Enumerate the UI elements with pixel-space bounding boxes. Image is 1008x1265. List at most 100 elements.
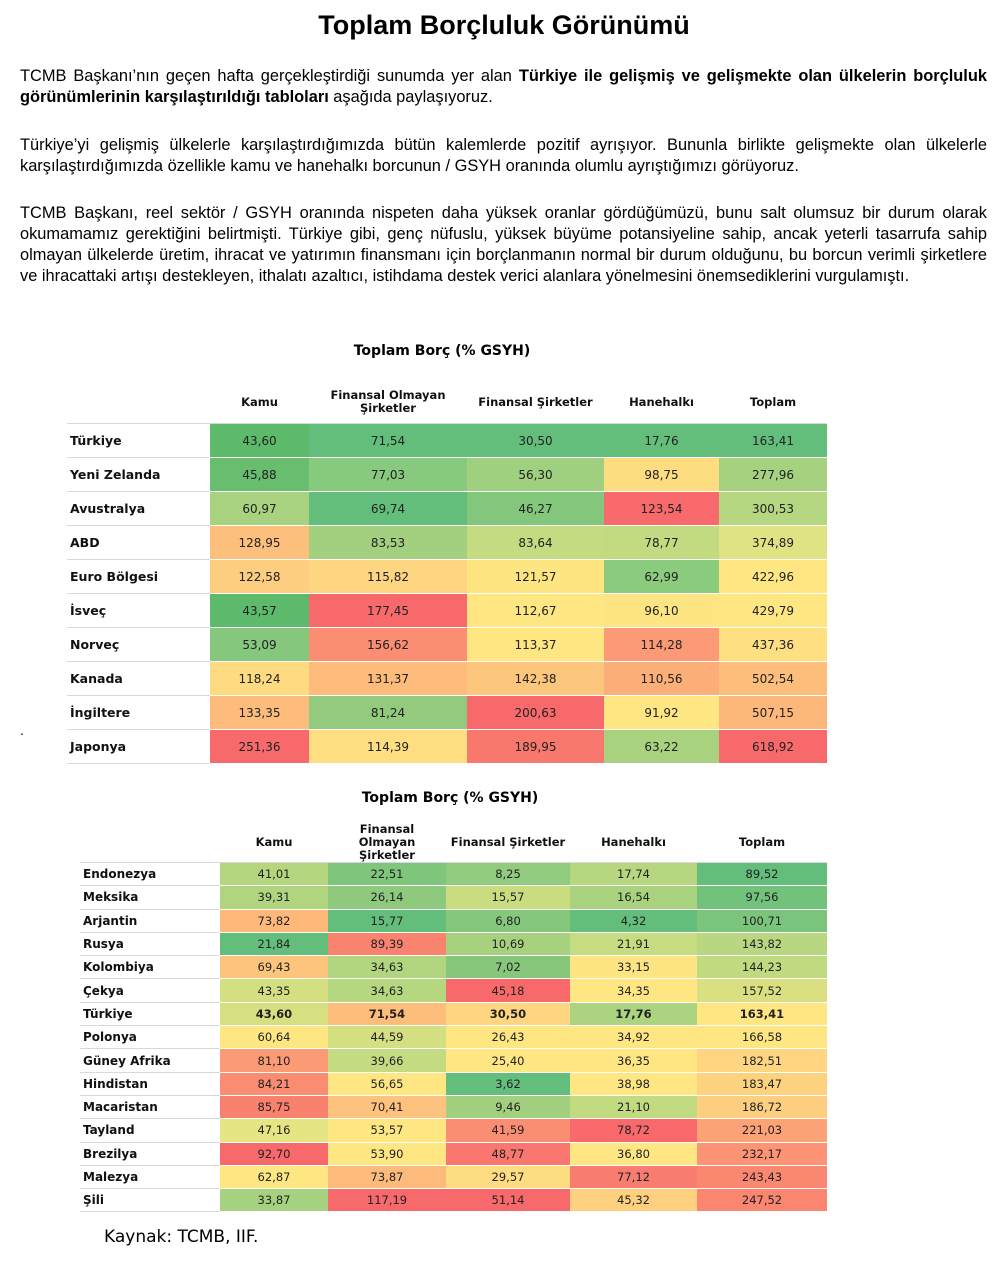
table-row: Yeni Zelanda 45,88 77,03 56,30 98,75 277,96 [67,457,827,492]
emerging-countries-debt-table: Kamu Finansal Olmayan Şirketler Finansal Ş… [80,823,827,1213]
country-name: İsveç [67,593,210,628]
debt-value-cell: 81,24 [309,695,467,730]
debt-value-cell: 43,60 [210,423,309,458]
debt-value-cell: 251,36 [210,729,309,764]
table1-header-3: Finansal Şirketler [467,381,604,424]
table-row: Avustralya 60,97 69,74 46,27 123,54 300,53 [67,491,827,526]
debt-value-cell: 186,72 [697,1095,827,1120]
debt-value-cell: 143,82 [697,932,827,957]
table1-header-2: Finansal Olmayan Şirketler [309,381,467,424]
table-row: Polonya 60,64 44,59 26,43 34,92 166,58 [80,1025,827,1050]
country-name: Çekya [80,978,220,1003]
debt-value-cell: 45,88 [210,457,309,492]
intro-paragraph: TCMB Başkanı’nın geçen hafta gerçekleşti… [20,66,987,108]
debt-value-cell: 112,67 [467,593,604,628]
debt-value-cell: 69,43 [220,955,328,980]
debt-value-cell: 618,92 [719,729,827,764]
table-row: İsveç 43,57 177,45 112,67 96,10 429,79 [67,593,827,628]
debt-value-cell: 34,35 [570,978,697,1003]
debt-value-cell: 10,69 [446,932,570,957]
debt-value-cell: 243,43 [697,1165,827,1190]
table1-header-4: Hanehalkı [604,381,719,424]
country-name: Güney Afrika [80,1048,220,1073]
debt-value-cell: 89,39 [328,932,446,957]
country-name: ABD [67,525,210,560]
table-row: Çekya 43,35 34,63 45,18 34,35 157,52 [80,978,827,1003]
debt-value-cell: 43,60 [220,1002,328,1027]
table2-header-3: Finansal Şirketler [446,823,570,863]
debt-value-cell: 69,74 [309,491,467,526]
debt-value-cell: 3,62 [446,1072,570,1096]
table1-title: Toplam Borç (% GSYH) [353,343,531,359]
debt-value-cell: 17,74 [570,862,697,887]
country-name: Hindistan [80,1072,220,1096]
debt-value-cell: 78,77 [604,525,719,560]
table-row: Hindistan 84,21 56,65 3,62 38,98 183,47 [80,1072,827,1096]
debt-value-cell: 114,39 [309,729,467,764]
table-row: Kolombiya 69,43 34,63 7,02 33,15 144,23 [80,955,827,980]
debt-value-cell: 277,96 [719,457,827,492]
table-row: Norveç 53,09 156,62 113,37 114,28 437,36 [67,627,827,662]
debt-value-cell: 144,23 [697,955,827,980]
debt-value-cell: 247,52 [697,1188,827,1213]
debt-value-cell: 47,16 [220,1118,328,1143]
debt-value-cell: 39,31 [220,885,328,910]
country-name: Tayland [80,1118,220,1143]
table1-header-1: Kamu [210,381,309,424]
debt-value-cell: 429,79 [719,593,827,628]
debt-value-cell: 83,53 [309,525,467,560]
debt-value-cell: 300,53 [719,491,827,526]
debt-value-cell: 8,25 [446,862,570,887]
debt-value-cell: 84,21 [220,1072,328,1096]
debt-value-cell: 53,57 [328,1118,446,1143]
debt-value-cell: 17,76 [570,1002,697,1027]
country-name: Türkiye [80,1002,220,1027]
intro-bold-text: Türkiye ile gelişmiş ve gelişmekte olan … [20,67,987,106]
country-name: Arjantin [80,909,220,933]
table-row: Rusya 21,84 89,39 10,69 21,91 143,82 [80,932,827,957]
debt-value-cell: 25,40 [446,1048,570,1073]
table1-header-5: Toplam [719,381,827,424]
debt-value-cell: 63,22 [604,729,719,764]
debt-value-cell: 51,14 [446,1188,570,1213]
country-name: Endonezya [80,862,220,887]
debt-value-cell: 502,54 [719,661,827,696]
debt-value-cell: 118,24 [210,661,309,696]
table2-header-4: Hanehalkı [570,823,697,863]
table-header-row: Kamu Finansal Olmayan Şirketler Finansal Ş… [67,381,827,424]
debt-value-cell: 44,59 [328,1025,446,1050]
debt-value-cell: 26,43 [446,1025,570,1050]
debt-value-cell: 34,63 [328,978,446,1003]
debt-value-cell: 39,66 [328,1048,446,1073]
table-row: ABD 128,95 83,53 83,64 78,77 374,89 [67,525,827,560]
debt-value-cell: 21,10 [570,1095,697,1120]
country-name: İngiltere [67,695,210,730]
debt-value-cell: 62,99 [604,559,719,594]
debt-value-cell: 166,58 [697,1025,827,1050]
table-row: Malezya 62,87 73,87 29,57 77,12 243,43 [80,1165,827,1190]
table-row: Türkiye 43,60 71,54 30,50 17,76 163,41 [80,1002,827,1027]
debt-value-cell: 115,82 [309,559,467,594]
debt-value-cell: 16,54 [570,885,697,910]
debt-value-cell: 156,62 [309,627,467,662]
debt-value-cell: 17,76 [604,423,719,458]
debt-value-cell: 48,77 [446,1142,570,1166]
debt-value-cell: 43,57 [210,593,309,628]
debt-value-cell: 21,91 [570,932,697,957]
debt-value-cell: 34,63 [328,955,446,980]
debt-value-cell: 81,10 [220,1048,328,1073]
debt-value-cell: 121,57 [467,559,604,594]
table-row: Türkiye 43,60 71,54 30,50 17,76 163,41 [67,423,827,458]
page-title: Toplam Borçluluk Görünümü [318,10,690,40]
intro-text: TCMB Başkanı’nın geçen hafta gerçekleşti… [20,67,519,85]
statement-paragraph: TCMB Başkanı, reel sektör / GSYH oranınd… [20,204,987,285]
developed-countries-debt-table: Kamu Finansal Olmayan Şirketler Finansal Ş… [67,381,827,764]
country-name: Norveç [67,627,210,662]
debt-value-cell: 97,56 [697,885,827,910]
debt-value-cell: 6,80 [446,909,570,933]
debt-value-cell: 142,38 [467,661,604,696]
debt-value-cell: 60,64 [220,1025,328,1050]
debt-value-cell: 15,57 [446,885,570,910]
debt-value-cell: 36,80 [570,1142,697,1166]
debt-value-cell: 189,95 [467,729,604,764]
